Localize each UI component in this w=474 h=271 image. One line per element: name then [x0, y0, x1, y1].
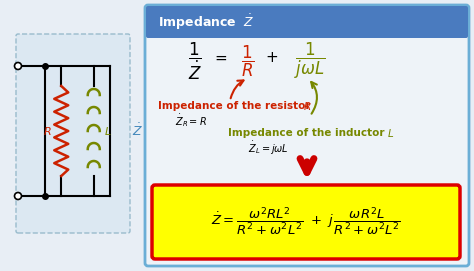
- FancyBboxPatch shape: [145, 5, 469, 266]
- Text: $\dot{Z} = \dfrac{\omega^2 R L^2}{R^2 + \omega^2 L^2}\ +\ j\,\dfrac{\omega R^2 L: $\dot{Z} = \dfrac{\omega^2 R L^2}{R^2 + …: [211, 205, 401, 237]
- FancyBboxPatch shape: [146, 6, 468, 38]
- Circle shape: [15, 192, 21, 199]
- Text: Impedance of the resistor: Impedance of the resistor: [158, 101, 314, 111]
- Text: Impedance  $\dot{Z}$: Impedance $\dot{Z}$: [158, 12, 255, 32]
- Text: $+$: $+$: [265, 50, 279, 64]
- Text: $L$: $L$: [387, 127, 394, 139]
- FancyBboxPatch shape: [152, 185, 460, 259]
- Text: $\dot{Z}$: $\dot{Z}$: [132, 123, 144, 139]
- Text: $\dfrac{1}{R}$: $\dfrac{1}{R}$: [241, 43, 255, 79]
- Text: $R$: $R$: [43, 125, 52, 137]
- Text: $\dfrac{1}{j\omega L}$: $\dfrac{1}{j\omega L}$: [294, 41, 326, 81]
- Text: $L$: $L$: [104, 125, 111, 137]
- Text: $\dot{Z}_R = R$: $\dot{Z}_R = R$: [175, 112, 207, 130]
- Circle shape: [15, 63, 21, 69]
- Text: $=$: $=$: [212, 50, 228, 64]
- Text: Impedance of the inductor: Impedance of the inductor: [228, 128, 388, 138]
- FancyBboxPatch shape: [16, 34, 130, 233]
- Text: $\dfrac{1}{\dot{Z}}$: $\dfrac{1}{\dot{Z}}$: [188, 40, 202, 82]
- Text: $\dot{Z}_L = j\omega L$: $\dot{Z}_L = j\omega L$: [248, 140, 289, 157]
- Text: $R$: $R$: [303, 100, 311, 112]
